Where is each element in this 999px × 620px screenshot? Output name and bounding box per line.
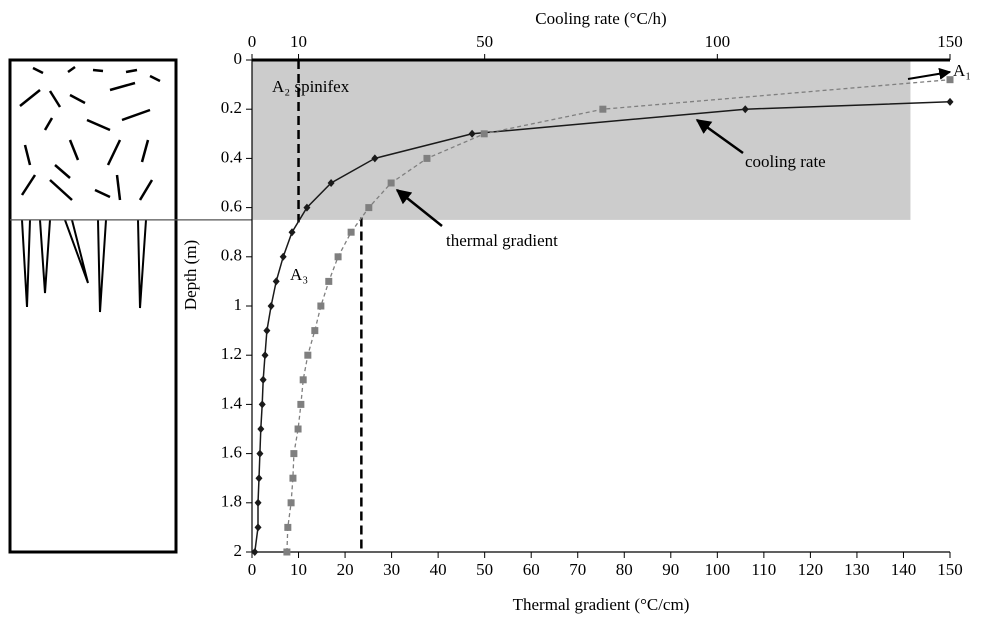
data-point [257, 425, 265, 433]
data-point [258, 400, 266, 409]
annotation: A₁ [953, 61, 971, 80]
data-point [288, 228, 296, 237]
data-point [256, 449, 264, 458]
x2-tick-label: 10 [290, 32, 307, 51]
x2-tick-label: 150 [937, 32, 963, 51]
data-point [261, 351, 269, 360]
data-point [254, 498, 262, 507]
data-point [304, 351, 312, 359]
y-axis-label: Depth (m) [181, 240, 200, 310]
data-point [599, 105, 607, 113]
y-tick-label: 0.8 [221, 246, 242, 265]
data-point [317, 302, 325, 310]
series-line [286, 79, 951, 553]
data-point [334, 253, 342, 261]
annotation: A₃ [290, 265, 308, 284]
y-tick-label: 0.4 [221, 147, 243, 166]
data-point [303, 203, 311, 212]
data-point [741, 105, 749, 114]
x2-axis-label: Cooling rate (°C/h) [535, 9, 666, 28]
shaded-region [252, 60, 911, 220]
series-label: cooling rate [745, 152, 826, 171]
data-point [259, 375, 267, 384]
y-tick-label: 1.6 [221, 443, 242, 462]
data-point [347, 228, 355, 236]
data-point [946, 97, 954, 106]
arrow [695, 118, 744, 155]
data-point [255, 474, 263, 483]
x-axis-label: Thermal gradient (°C/cm) [513, 595, 690, 614]
spinifex-diagram [8, 58, 178, 554]
data-point [325, 277, 333, 285]
x-tick-label: 0 [248, 560, 257, 579]
data-point [371, 154, 379, 163]
x-tick-label: 150 [937, 560, 963, 579]
x-tick-label: 70 [569, 560, 586, 579]
x-tick-label: 120 [798, 560, 824, 579]
annotation: A₂ spinifex [272, 77, 350, 96]
x-tick-label: 20 [337, 560, 354, 579]
arrow [907, 67, 952, 80]
data-point [299, 376, 307, 384]
data-point [279, 252, 287, 261]
data-point [283, 548, 291, 556]
data-point [480, 130, 488, 138]
x2-tick-label: 100 [705, 32, 731, 51]
x2-tick-label: 0 [248, 32, 257, 51]
data-point [287, 499, 295, 507]
arrow [395, 189, 443, 227]
data-point [387, 179, 395, 187]
x-tick-label: 30 [383, 560, 400, 579]
x-tick-label: 40 [430, 560, 447, 579]
data-point [289, 474, 297, 482]
data-point [468, 129, 476, 138]
data-point [294, 425, 302, 433]
data-point [263, 326, 271, 335]
x-tick-label: 140 [891, 560, 917, 579]
data-point [272, 277, 280, 286]
data-point [327, 179, 335, 187]
data-point [311, 327, 319, 335]
x-tick-label: 90 [662, 560, 679, 579]
series-label: thermal gradient [446, 231, 558, 250]
y-tick-label: 1.4 [221, 393, 243, 412]
data-point [254, 523, 262, 532]
y-tick-label: 1.8 [221, 492, 242, 511]
data-point [251, 548, 259, 556]
y-tick-label: 0.2 [221, 98, 242, 117]
y-tick-label: 2 [234, 541, 243, 560]
y-tick-label: 0 [234, 49, 243, 68]
data-point [284, 523, 292, 531]
data-point [423, 154, 431, 162]
x-tick-label: 100 [705, 560, 731, 579]
y-tick-label: 1.2 [221, 344, 242, 363]
x-tick-label: 10 [290, 560, 307, 579]
data-point [297, 400, 305, 408]
data-point [267, 302, 275, 310]
x-tick-label: 80 [616, 560, 633, 579]
data-point [365, 204, 373, 212]
series-line [254, 101, 951, 553]
x-tick-label: 110 [751, 560, 776, 579]
x-tick-label: 130 [844, 560, 870, 579]
y-tick-label: 0.6 [221, 197, 242, 216]
y-tick-label: 1 [234, 295, 243, 314]
x2-tick-label: 50 [476, 32, 493, 51]
x-tick-label: 60 [523, 560, 540, 579]
x-tick-label: 50 [476, 560, 493, 579]
data-point [290, 450, 298, 458]
